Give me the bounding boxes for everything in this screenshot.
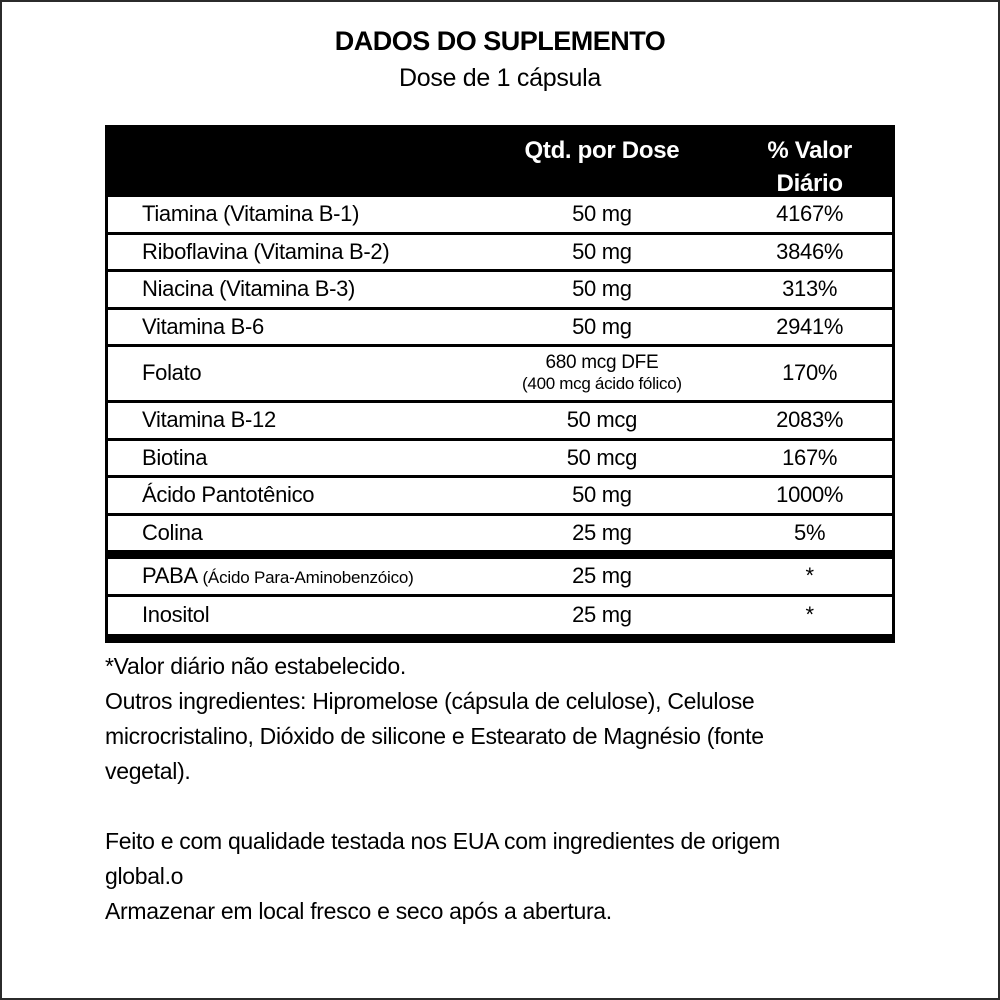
nutrient-amount: 25 mg <box>572 563 632 589</box>
nutrient-amount: 50 mg <box>572 482 632 508</box>
nutrient-daily-value: 313% <box>782 276 838 302</box>
nutrient-name: Vitamina B-12 <box>142 407 276 433</box>
serving-size: Dose de 1 cápsula <box>399 64 601 92</box>
nutrient-daily-value: 5% <box>794 519 826 545</box>
nutrient-daily-value: 2941% <box>776 313 844 339</box>
nutrient-name: Riboflavina (Vitamina B-2) <box>142 238 390 264</box>
nutrient-daily-value: 1000% <box>776 482 844 508</box>
header-daily-value: % Valor Diário <box>727 125 892 197</box>
nutrient-amount-note: (400 mcg ácido fólico) <box>522 374 682 394</box>
table-row: Ácido Pantotênico 50 mg 1000% <box>108 478 892 516</box>
table-header-row: Qtd. por Dose % Valor Diário <box>108 125 892 197</box>
table-row: PABA (Ácido Para-Aminobenzóico) 25 mg * <box>108 559 892 597</box>
table-row: Biotina 50 mcg 167% <box>108 441 892 478</box>
nutrient-daily-value: 167% <box>782 444 838 470</box>
nutrient-daily-value: * <box>805 602 815 628</box>
other-ingredients: Outros ingredientes: Hipromelose (cápsul… <box>105 684 895 789</box>
storage-note: Armazenar em local fresco e seco após a … <box>105 898 612 924</box>
nutrient-daily-value: 170% <box>782 360 838 386</box>
nutrient-amount: 50 mg <box>572 238 632 264</box>
nutrient-name: PABA (Ácido Para-Aminobenzóico) <box>142 563 414 589</box>
label-header: DADOS DO SUPLEMENTO Dose de 1 cápsula <box>2 26 998 93</box>
other-ingredients-line: Outros ingredientes: Hipromelose (cápsul… <box>105 688 755 714</box>
header-daily-value-line1: % Valor <box>767 137 852 164</box>
nutrient-name: Colina <box>142 519 203 545</box>
origin-note-line: Feito e com qualidade testada nos EUA co… <box>105 828 781 854</box>
footnotes: *Valor diário não estabelecido. Outros i… <box>105 649 895 929</box>
nutrient-daily-value: * <box>805 563 815 589</box>
header-blank-cell <box>108 125 476 197</box>
nutrient-amount: 680 mcg DFE (400 mcg ácido fólico) <box>476 352 727 394</box>
table-row: Vitamina B-12 50 mcg 2083% <box>108 403 892 441</box>
header-qty-per-dose: Qtd. por Dose <box>524 137 680 164</box>
nutrient-name: Ácido Pantotênico <box>142 482 315 508</box>
table-row: Folato 680 mcg DFE (400 mcg ácido fólico… <box>108 347 892 403</box>
table-row: Inositol 25 mg * <box>108 597 892 635</box>
nutrient-amount: 50 mcg <box>566 407 638 433</box>
daily-value-footnote: *Valor diário não estabelecido. <box>105 653 406 679</box>
page-title: DADOS DO SUPLEMENTO <box>334 26 666 56</box>
nutrient-amount: 25 mg <box>572 519 632 545</box>
nutrient-name: Biotina <box>142 444 208 470</box>
other-ingredients-line: microcristalino, Dióxido de silicone e E… <box>105 723 764 749</box>
nutrient-amount: 50 mg <box>572 313 632 339</box>
nutrient-amount: 25 mg <box>572 602 632 628</box>
origin-note: Feito e com qualidade testada nos EUA co… <box>105 824 895 894</box>
nutrient-name: Inositol <box>142 602 210 628</box>
nutrient-daily-value: 3846% <box>776 238 844 264</box>
table-row: Tiamina (Vitamina B-1) 50 mg 4167% <box>108 197 892 235</box>
supplement-facts-table: Qtd. por Dose % Valor Diário Tiamina (Vi… <box>105 125 895 643</box>
header-daily-value-line2: Diário <box>776 170 844 197</box>
nutrient-daily-value: 2083% <box>776 407 844 433</box>
origin-note-line: global.o <box>105 863 184 889</box>
nutrient-name-note: (Ácido Para-Aminobenzóico) <box>202 568 414 588</box>
nutrient-name: Tiamina (Vitamina B-1) <box>142 201 360 227</box>
nutrient-name: Niacina (Vitamina B-3) <box>142 276 356 302</box>
nutrient-amount: 50 mg <box>572 201 632 227</box>
nutrient-amount: 50 mcg <box>566 444 638 470</box>
nutrient-name: Folato <box>142 360 202 386</box>
table-row: Vitamina B-6 50 mg 2941% <box>108 310 892 347</box>
table-row: Riboflavina (Vitamina B-2) 50 mg 3846% <box>108 235 892 272</box>
nutrient-daily-value: 4167% <box>776 201 844 227</box>
table-row: Colina 25 mg 5% <box>108 516 892 559</box>
table-row: Niacina (Vitamina B-3) 50 mg 313% <box>108 272 892 310</box>
nutrient-amount: 50 mg <box>572 276 632 302</box>
nutrient-name: Vitamina B-6 <box>142 313 264 339</box>
other-ingredients-line: vegetal). <box>105 758 191 784</box>
